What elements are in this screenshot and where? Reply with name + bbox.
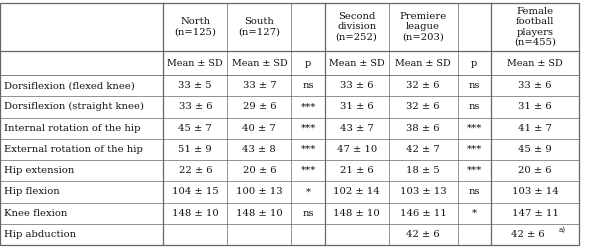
Text: 33 ± 7: 33 ± 7 <box>243 81 276 90</box>
Text: 18 ± 5: 18 ± 5 <box>407 166 440 175</box>
Text: Second
division
(n=252): Second division (n=252) <box>336 12 378 42</box>
Text: 20 ± 6: 20 ± 6 <box>518 166 552 175</box>
Text: a): a) <box>559 226 565 234</box>
Text: Dorsiflexion (straight knee): Dorsiflexion (straight knee) <box>4 102 144 112</box>
Text: 103 ± 13: 103 ± 13 <box>400 188 447 196</box>
Text: 21 ± 6: 21 ± 6 <box>340 166 373 175</box>
Text: Knee flexion: Knee flexion <box>4 208 68 218</box>
Text: 31 ± 6: 31 ± 6 <box>340 102 373 112</box>
Text: *: * <box>472 208 477 218</box>
Text: ***: *** <box>301 166 315 175</box>
Text: 31 ± 6: 31 ± 6 <box>518 102 552 112</box>
Text: 33 ± 6: 33 ± 6 <box>179 102 212 112</box>
Text: 148 ± 10: 148 ± 10 <box>236 208 283 218</box>
Text: p: p <box>305 59 311 68</box>
Text: 29 ± 6: 29 ± 6 <box>243 102 276 112</box>
Text: Hip extension: Hip extension <box>4 166 75 175</box>
Text: ***: *** <box>301 124 315 132</box>
Text: 102 ± 14: 102 ± 14 <box>333 188 380 196</box>
Text: North
(n=125): North (n=125) <box>174 17 216 36</box>
Text: 42 ± 7: 42 ± 7 <box>407 145 440 154</box>
Text: ns: ns <box>469 102 480 112</box>
Text: Mean ± SD: Mean ± SD <box>168 59 223 68</box>
Text: 33 ± 6: 33 ± 6 <box>518 81 552 90</box>
Text: 38 ± 6: 38 ± 6 <box>407 124 440 132</box>
Text: 41 ± 7: 41 ± 7 <box>518 124 552 132</box>
Text: 148 ± 10: 148 ± 10 <box>333 208 380 218</box>
Text: Mean ± SD: Mean ± SD <box>395 59 451 68</box>
Text: ***: *** <box>467 145 482 154</box>
Text: 103 ± 14: 103 ± 14 <box>512 188 558 196</box>
Text: 40 ± 7: 40 ± 7 <box>243 124 276 132</box>
Text: ***: *** <box>301 102 315 112</box>
Text: External rotation of the hip: External rotation of the hip <box>4 145 143 154</box>
Text: 42 ± 6: 42 ± 6 <box>511 230 545 239</box>
Text: 146 ± 11: 146 ± 11 <box>400 208 447 218</box>
Text: ***: *** <box>301 145 315 154</box>
Text: 148 ± 10: 148 ± 10 <box>172 208 219 218</box>
Text: 32 ± 6: 32 ± 6 <box>407 102 440 112</box>
Text: ns: ns <box>469 81 480 90</box>
Text: 43 ± 8: 43 ± 8 <box>243 145 276 154</box>
Text: 42 ± 6: 42 ± 6 <box>407 230 440 239</box>
Text: South
(n=127): South (n=127) <box>238 17 280 36</box>
Text: 147 ± 11: 147 ± 11 <box>511 208 559 218</box>
Text: 33 ± 5: 33 ± 5 <box>179 81 212 90</box>
Text: 45 ± 7: 45 ± 7 <box>179 124 212 132</box>
Text: Premiere
league
(n=203): Premiere league (n=203) <box>400 12 447 42</box>
Text: Internal rotation of the hip: Internal rotation of the hip <box>4 124 141 132</box>
Text: 45 ± 9: 45 ± 9 <box>518 145 552 154</box>
Text: 32 ± 6: 32 ± 6 <box>407 81 440 90</box>
Text: *: * <box>306 188 310 196</box>
Text: Mean ± SD: Mean ± SD <box>507 59 563 68</box>
Text: Hip abduction: Hip abduction <box>4 230 76 239</box>
Text: Dorsiflexion (flexed knee): Dorsiflexion (flexed knee) <box>4 81 135 90</box>
Text: 47 ± 10: 47 ± 10 <box>336 145 377 154</box>
Text: Mean ± SD: Mean ± SD <box>329 59 384 68</box>
Text: 43 ± 7: 43 ± 7 <box>340 124 373 132</box>
Text: 100 ± 13: 100 ± 13 <box>236 188 283 196</box>
Text: Hip flexion: Hip flexion <box>4 188 60 196</box>
Text: 104 ± 15: 104 ± 15 <box>172 188 219 196</box>
Text: 51 ± 9: 51 ± 9 <box>179 145 212 154</box>
Text: Female
football
players
(n=455): Female football players (n=455) <box>514 7 556 47</box>
Text: ns: ns <box>469 188 480 196</box>
Text: Mean ± SD: Mean ± SD <box>232 59 287 68</box>
Text: ***: *** <box>467 166 482 175</box>
Text: ns: ns <box>302 208 314 218</box>
Text: 20 ± 6: 20 ± 6 <box>243 166 276 175</box>
Text: ns: ns <box>302 81 314 90</box>
Text: ***: *** <box>467 124 482 132</box>
Text: 33 ± 6: 33 ± 6 <box>340 81 373 90</box>
Text: 22 ± 6: 22 ± 6 <box>179 166 212 175</box>
Text: p: p <box>471 59 477 68</box>
